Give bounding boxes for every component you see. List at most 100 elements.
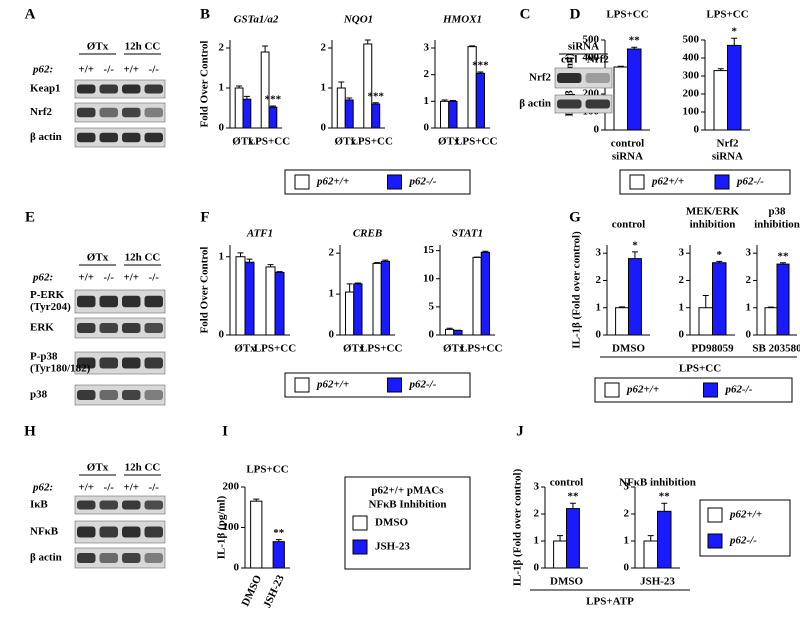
blot-band bbox=[585, 99, 610, 109]
x-tick-label: SB 203580 bbox=[752, 343, 800, 355]
y-tick-label: 1 bbox=[624, 535, 630, 547]
blot-band bbox=[144, 553, 163, 563]
bar bbox=[380, 260, 390, 336]
blot-band bbox=[99, 500, 118, 510]
error-bar bbox=[382, 259, 389, 262]
y-tick-label: 0 bbox=[624, 562, 630, 574]
x-tick-label: LPS+CC bbox=[460, 343, 502, 355]
y-tick-label: 1 bbox=[329, 288, 335, 300]
blot-band bbox=[144, 107, 163, 118]
legend-label: p62+/+ bbox=[626, 384, 659, 396]
bar bbox=[353, 283, 363, 336]
x-tick-label: JSH-23 bbox=[261, 573, 287, 610]
legend-label: JSH-23 bbox=[375, 541, 410, 553]
blot-strip bbox=[74, 127, 166, 148]
blot-band bbox=[77, 84, 96, 94]
error-bar bbox=[768, 306, 774, 308]
chart-title: NFκB inhibition bbox=[619, 477, 696, 489]
x-tick-label: siRNA bbox=[712, 151, 743, 163]
error-bar bbox=[716, 260, 723, 263]
blot-band bbox=[99, 84, 118, 94]
blot-strip bbox=[74, 317, 166, 339]
bar bbox=[615, 307, 629, 336]
bar bbox=[698, 307, 713, 336]
genotype-label: p62: bbox=[32, 272, 53, 284]
blot-band bbox=[99, 390, 118, 400]
legend-title: NFκB Inhibition bbox=[369, 499, 447, 511]
blot-band bbox=[122, 107, 141, 118]
x-tick-label: DMSO bbox=[612, 343, 645, 355]
x-tick-label: LPS+CC bbox=[254, 343, 296, 355]
bar bbox=[244, 261, 255, 336]
y-tick-label: 200 bbox=[223, 481, 240, 493]
error-bar bbox=[482, 250, 489, 253]
bar bbox=[453, 330, 463, 336]
row-label: (Tyr180/182) bbox=[30, 363, 91, 375]
bar bbox=[764, 307, 778, 336]
legend-label: p62-/- bbox=[736, 176, 764, 188]
bar bbox=[643, 540, 658, 569]
y-tick-label: 2 bbox=[679, 274, 685, 286]
row-label: Nrf2 bbox=[529, 72, 551, 84]
x-tick-label: ØTx bbox=[335, 136, 357, 148]
blot-header: ØTx bbox=[87, 252, 109, 264]
y-tick-label: 0 bbox=[429, 329, 435, 341]
x-tick-label: JSH-23 bbox=[640, 576, 675, 588]
error-bar bbox=[717, 68, 724, 71]
y-axis-label: Fold Over Control bbox=[199, 41, 211, 128]
y-tick-label: 0 bbox=[321, 122, 327, 134]
legend-swatch bbox=[294, 377, 310, 393]
blot-header: ØTx bbox=[87, 41, 109, 53]
error-bar bbox=[557, 535, 564, 541]
bar bbox=[235, 256, 246, 336]
error-bar bbox=[446, 327, 453, 330]
significance: ** bbox=[629, 35, 641, 47]
significance: *** bbox=[367, 90, 384, 102]
row-label: Keap1 bbox=[30, 83, 61, 95]
x-tick-label: control bbox=[611, 138, 644, 150]
error-bar bbox=[702, 294, 709, 308]
significance: ** bbox=[778, 250, 790, 262]
y-tick-label: 0 bbox=[694, 124, 700, 136]
y-tick-label: 0 bbox=[679, 329, 685, 341]
error-bar bbox=[243, 95, 250, 100]
y-tick-label: 2 bbox=[329, 247, 335, 259]
error-bar bbox=[237, 252, 244, 257]
blot-band bbox=[122, 390, 141, 400]
error-bar bbox=[364, 39, 371, 44]
blot-band bbox=[99, 526, 118, 538]
blot-band bbox=[122, 357, 141, 369]
bar bbox=[480, 251, 490, 336]
error-bar bbox=[236, 85, 243, 88]
lane-label: +/+ bbox=[78, 64, 94, 76]
error-bar bbox=[477, 71, 484, 74]
y-tick-label: 3 bbox=[746, 247, 752, 259]
legend-box bbox=[699, 499, 791, 557]
y-tick-label: 2 bbox=[534, 508, 540, 520]
y-tick-label: 100 bbox=[223, 521, 240, 533]
blot-band bbox=[144, 357, 163, 369]
panel-label: A bbox=[25, 6, 36, 22]
blot-band bbox=[122, 132, 141, 143]
group-label: LPS+ATP bbox=[586, 596, 634, 608]
blot-strip bbox=[74, 384, 166, 406]
blot-band bbox=[77, 132, 96, 143]
panel-label: I bbox=[222, 423, 228, 439]
legend-label: p62-/- bbox=[409, 176, 437, 188]
legend-swatch bbox=[707, 533, 723, 549]
chart-title: LPS+CC bbox=[246, 464, 288, 476]
error-bar bbox=[449, 100, 456, 102]
blot-band bbox=[99, 132, 118, 143]
error-bar bbox=[631, 46, 638, 49]
blot-band bbox=[144, 526, 163, 538]
lane-label: +/+ bbox=[78, 272, 94, 284]
x-tick-label: ØTx bbox=[232, 136, 254, 148]
y-tick-label: 3 bbox=[424, 42, 430, 54]
legend-title: p62+/+ pMACs bbox=[371, 485, 444, 497]
blot-strip bbox=[74, 102, 166, 123]
error-bar bbox=[253, 498, 260, 502]
error-bar bbox=[346, 97, 353, 100]
chart-title: GSTa1/a2 bbox=[234, 14, 279, 26]
blot-strip bbox=[74, 351, 166, 375]
